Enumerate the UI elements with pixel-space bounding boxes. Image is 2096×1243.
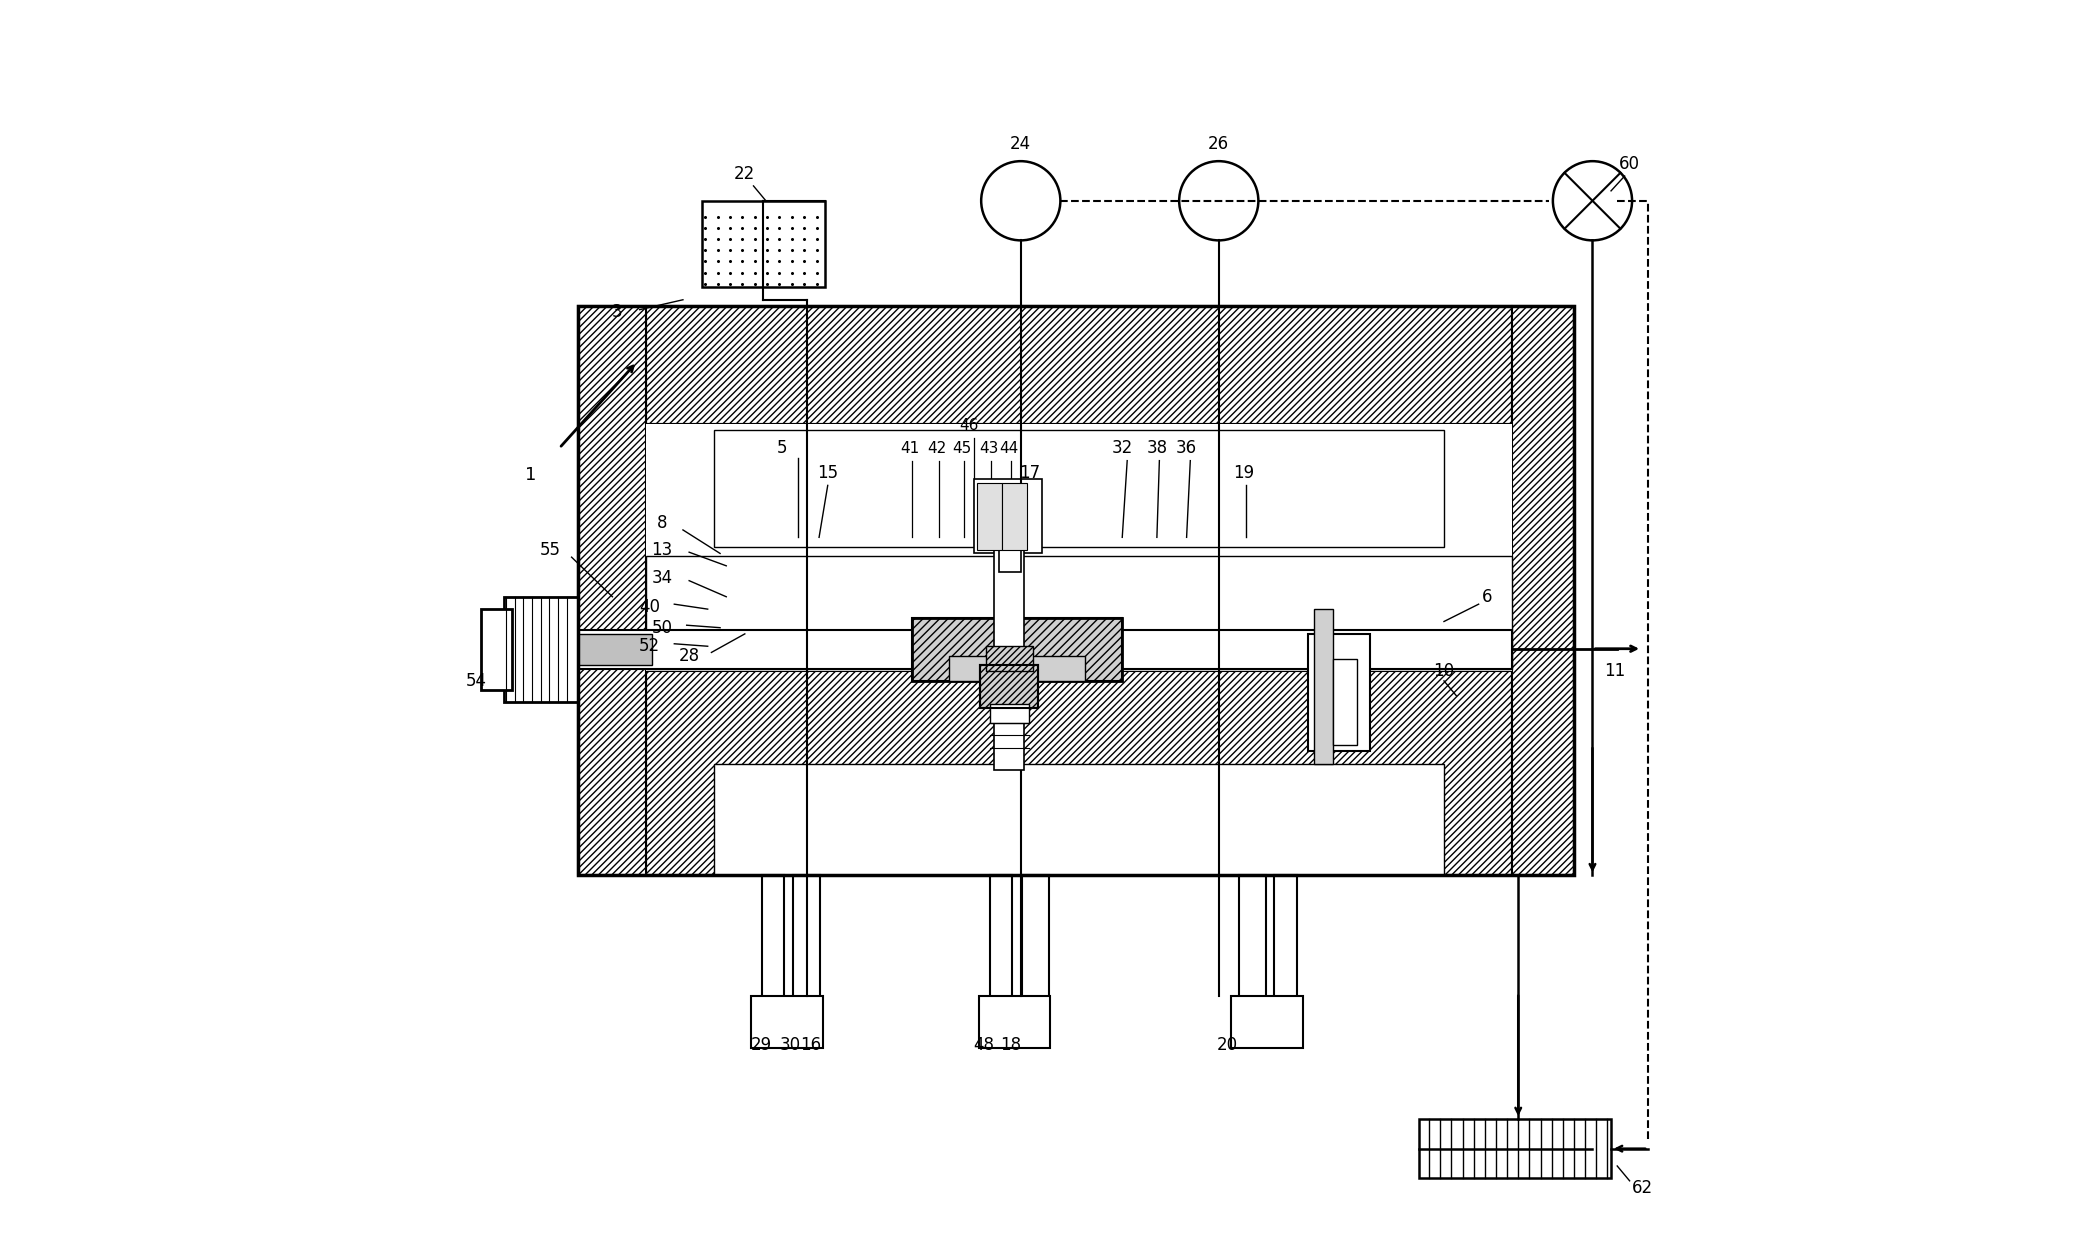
- Text: 36: 36: [1176, 439, 1197, 457]
- Text: 13: 13: [652, 541, 673, 558]
- Bar: [994, 491, 1025, 769]
- Text: 40: 40: [639, 598, 660, 615]
- Text: 18: 18: [1000, 1035, 1021, 1054]
- Bar: [646, 424, 1511, 553]
- Bar: [989, 705, 1029, 723]
- Bar: [975, 480, 1042, 553]
- Text: 17: 17: [1019, 464, 1040, 482]
- Bar: [578, 630, 1511, 669]
- Bar: [979, 997, 1050, 1048]
- Bar: [578, 306, 1574, 875]
- Text: 30: 30: [780, 1035, 801, 1054]
- Bar: [646, 553, 1511, 671]
- Text: 55: 55: [541, 541, 562, 558]
- Bar: [646, 553, 1511, 671]
- Text: 22: 22: [734, 164, 755, 183]
- Bar: [1308, 634, 1369, 752]
- Text: 20: 20: [1218, 1035, 1239, 1054]
- Text: 62: 62: [1631, 1180, 1652, 1197]
- Text: 5: 5: [778, 439, 788, 457]
- Bar: [646, 424, 1511, 553]
- Bar: [1419, 1119, 1612, 1178]
- Bar: [1230, 997, 1304, 1048]
- Bar: [981, 665, 1038, 709]
- Text: 28: 28: [679, 648, 700, 665]
- Bar: [646, 306, 1511, 424]
- Bar: [646, 556, 1511, 669]
- Bar: [989, 875, 1012, 999]
- Bar: [998, 497, 1021, 572]
- Bar: [1274, 875, 1297, 999]
- Bar: [578, 306, 646, 875]
- Bar: [702, 201, 826, 287]
- Bar: [912, 618, 1121, 681]
- Bar: [715, 763, 1444, 875]
- Bar: [1333, 659, 1358, 746]
- Text: 15: 15: [817, 464, 838, 482]
- Bar: [1023, 875, 1050, 1024]
- Text: 24: 24: [1010, 134, 1031, 153]
- Text: 29: 29: [750, 1035, 771, 1054]
- Bar: [763, 875, 784, 999]
- Text: 16: 16: [801, 1035, 822, 1054]
- Bar: [949, 656, 1086, 681]
- Text: 26: 26: [1207, 134, 1230, 153]
- Text: 34: 34: [652, 569, 673, 587]
- Bar: [1314, 609, 1333, 763]
- Bar: [503, 597, 578, 702]
- Bar: [578, 634, 652, 665]
- Bar: [1002, 484, 1027, 549]
- Bar: [792, 875, 820, 1024]
- Text: 45: 45: [952, 441, 970, 456]
- Text: 46: 46: [960, 419, 979, 434]
- Text: 60: 60: [1618, 154, 1639, 173]
- Text: 43: 43: [979, 441, 998, 456]
- Text: 50: 50: [652, 619, 673, 636]
- Bar: [1511, 306, 1574, 875]
- Text: 52: 52: [639, 638, 660, 655]
- Text: 6: 6: [1482, 588, 1492, 605]
- Text: 48: 48: [973, 1035, 994, 1054]
- Bar: [482, 609, 511, 690]
- Bar: [977, 484, 1002, 549]
- Bar: [985, 646, 1033, 671]
- Text: 10: 10: [1434, 663, 1455, 680]
- Text: 38: 38: [1147, 439, 1167, 457]
- Bar: [715, 430, 1444, 547]
- Text: 42: 42: [926, 441, 945, 456]
- Text: 41: 41: [899, 441, 918, 456]
- Bar: [912, 618, 1121, 681]
- Text: 8: 8: [656, 513, 667, 532]
- Bar: [750, 997, 824, 1048]
- Bar: [646, 671, 1511, 875]
- Text: 44: 44: [1000, 441, 1019, 456]
- Text: 54: 54: [465, 672, 486, 690]
- Text: 1: 1: [526, 466, 537, 485]
- Text: 11: 11: [1603, 663, 1624, 680]
- Bar: [1239, 875, 1266, 1024]
- Bar: [981, 665, 1038, 709]
- Text: 19: 19: [1232, 464, 1253, 482]
- Text: 3: 3: [612, 303, 623, 321]
- Text: 32: 32: [1111, 439, 1132, 457]
